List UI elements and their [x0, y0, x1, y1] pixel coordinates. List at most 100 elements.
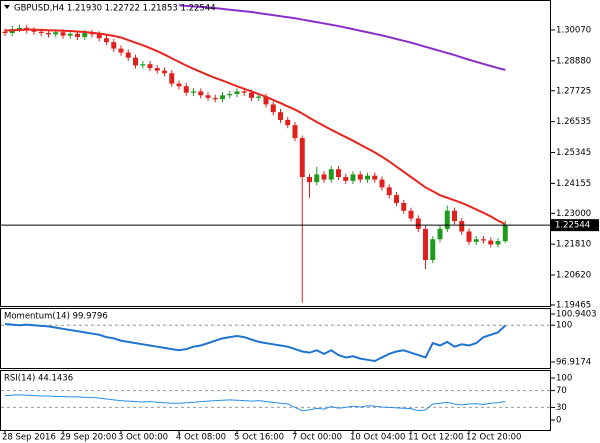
candle-body — [140, 64, 146, 66]
y-tick-label: 1.30070 — [556, 25, 591, 35]
y-tick-label: 100 — [556, 321, 572, 331]
candle-body — [53, 32, 59, 35]
candle-body — [278, 112, 283, 120]
candle-body — [212, 97, 218, 100]
candle-body — [263, 96, 269, 105]
candle-body — [111, 42, 117, 49]
line — [4, 323, 506, 363]
candle-body — [321, 174, 327, 180]
candle-body — [444, 210, 450, 229]
candle-body — [350, 174, 356, 181]
line — [4, 28, 506, 226]
y-tick-label: 100 — [556, 374, 572, 384]
y-tick-label: 1.25345 — [556, 148, 591, 158]
x-tick-label: 3 Oct 00:00 — [118, 433, 168, 443]
candle-body — [372, 175, 378, 180]
current-price-label: 1.22544 — [555, 221, 590, 231]
y-tick-label: 70 — [556, 386, 567, 396]
candle-body — [423, 228, 428, 260]
candle-body — [285, 119, 291, 126]
candle-body — [357, 174, 363, 180]
candle-body — [495, 241, 501, 245]
candle-body — [234, 91, 240, 95]
candle-body — [256, 96, 262, 98]
candle-body — [481, 239, 486, 241]
candle-body — [133, 57, 138, 66]
candle-body — [299, 138, 305, 178]
candle-body — [336, 169, 341, 178]
candle-body — [408, 210, 414, 219]
panel-title: Momentum(14) 99.9796 — [4, 312, 108, 322]
candle-body — [2, 31, 8, 34]
candle-body — [205, 95, 211, 98]
main-panel — [0, 0, 551, 307]
candle-body — [125, 52, 131, 58]
candle-body — [147, 64, 153, 69]
candle-body — [328, 169, 334, 180]
x-tick-label: 4 Oct 08:00 — [176, 433, 226, 443]
current-price-box — [551, 219, 599, 232]
candle-body — [31, 30, 37, 32]
candle-body — [75, 33, 80, 37]
momentum-panel — [0, 308, 551, 369]
y-tick-label: 1.24155 — [556, 179, 591, 189]
candle-body — [401, 202, 407, 211]
y-tick-label: 100.9403 — [556, 310, 597, 320]
candle-body — [452, 210, 457, 222]
x-tick-label: 7 Oct 00:00 — [292, 433, 342, 443]
candle-body — [379, 179, 385, 188]
candle-body — [386, 187, 392, 196]
candle-body — [118, 48, 124, 53]
y-tick-label: 0 — [556, 416, 561, 426]
candle-body — [430, 239, 436, 260]
candle-body — [220, 95, 225, 100]
candle-body — [473, 239, 479, 242]
candle-body — [241, 91, 247, 93]
y-tick-label: 1.21810 — [556, 240, 591, 250]
y-tick-label: 1.20620 — [556, 271, 591, 281]
candle-body — [82, 33, 88, 37]
title-arrow — [4, 5, 10, 9]
candle-body — [307, 177, 312, 183]
candle-body — [198, 91, 204, 96]
y-tick-label: 96.9174 — [556, 357, 591, 367]
candle-body — [459, 221, 465, 232]
candle-body — [17, 27, 22, 30]
candle-body — [60, 32, 66, 36]
candle-body — [38, 31, 44, 34]
candle-body — [96, 34, 102, 39]
candle-body — [46, 33, 51, 35]
candle-body — [67, 33, 73, 36]
x-tick-label: 11 Oct 12:00 — [408, 433, 463, 443]
candle-body — [292, 125, 298, 139]
candle-body — [437, 228, 443, 240]
line — [4, 394, 506, 412]
candle-body — [488, 240, 494, 245]
x-tick-label: 5 Oct 16:00 — [234, 433, 284, 443]
candle-body — [466, 231, 472, 242]
y-tick-label: 1.26535 — [556, 117, 591, 127]
candle-body — [183, 86, 189, 93]
candle-body — [314, 174, 320, 183]
candle-body — [169, 73, 175, 84]
x-tick-label: 29 Sep 20:00 — [60, 433, 117, 443]
x-tick-label: 10 Oct 04:00 — [350, 433, 405, 443]
candle-body — [104, 38, 109, 43]
line — [178, 4, 506, 71]
x-tick-label: 12 Oct 20:00 — [466, 433, 521, 443]
candle-body — [415, 218, 421, 229]
candle-body — [502, 225, 508, 242]
candle-body — [249, 92, 254, 98]
candle-body — [394, 195, 399, 203]
y-tick-label: 1.23000 — [556, 209, 591, 219]
candle-body — [154, 68, 160, 71]
y-tick-label: 1.19465 — [556, 301, 591, 311]
y-tick-label: 1.28880 — [556, 56, 591, 66]
candle-body — [162, 70, 167, 74]
candle-body — [191, 91, 196, 93]
x-tick-label: 28 Sep 2016 — [2, 433, 56, 443]
candle-body — [365, 175, 370, 180]
y-tick-label: 30 — [556, 403, 567, 413]
